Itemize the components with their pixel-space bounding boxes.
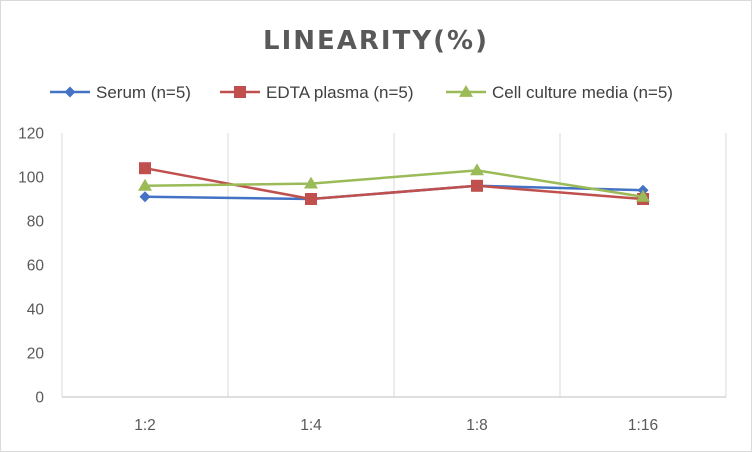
legend-marker [459, 85, 473, 97]
x-tick-label: 1:8 [466, 417, 488, 434]
data-point [636, 189, 650, 202]
legend-label: EDTA plasma (n=5) [266, 83, 414, 102]
series-3 [138, 163, 650, 202]
x-axis: 1:2 1:4 1:8 1:16 [134, 417, 658, 434]
legend-item: EDTA plasma (n=5) [220, 83, 414, 102]
data-point [305, 193, 317, 205]
series-layer [138, 162, 650, 205]
x-tick-label: 1:16 [628, 417, 658, 434]
y-tick-label: 0 [35, 390, 44, 407]
legend-label: Cell culture media (n=5) [492, 83, 673, 102]
y-tick-label: 120 [18, 126, 44, 143]
y-tick-label: 60 [27, 258, 45, 275]
grid [61, 133, 727, 398]
data-point [139, 162, 151, 175]
data-point [139, 191, 151, 203]
legend-item: Serum (n=5) [50, 83, 191, 102]
data-point [304, 176, 318, 189]
data-point [138, 178, 152, 191]
legend-marker [64, 86, 76, 98]
legend-label: Serum (n=5) [96, 83, 191, 102]
y-tick-label: 80 [27, 214, 45, 231]
chart-title: LINEARITY(%) [263, 26, 489, 56]
series-line [144, 169, 644, 199]
y-tick-label: 20 [27, 346, 45, 363]
legend-marker [234, 86, 246, 98]
y-tick-label: 100 [18, 170, 44, 187]
data-point [471, 179, 483, 192]
legend: Serum (n=5) EDTA plasma (n=5) Cell culture… [50, 83, 673, 102]
x-tick-label: 1:4 [300, 417, 322, 434]
legend-item: Cell culture media (n=5) [446, 83, 673, 102]
y-axis: 0 20 40 60 80 100 120 [18, 126, 44, 407]
data-point [470, 163, 484, 176]
y-tick-label: 40 [27, 302, 45, 319]
x-tick-label: 1:2 [134, 417, 156, 434]
